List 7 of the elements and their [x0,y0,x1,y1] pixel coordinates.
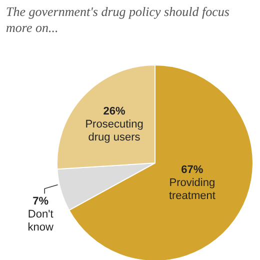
slice-label: Providing treatment [168,176,216,202]
slice-label: Prosecuting drug users [85,118,144,144]
data-label: 7% [32,196,49,208]
slice-label: Don't know [28,208,54,234]
data-label: 26% [103,105,126,118]
data-label: 67% [181,164,204,176]
chart-title: The government's drug policy should focus more on... [6,4,230,36]
